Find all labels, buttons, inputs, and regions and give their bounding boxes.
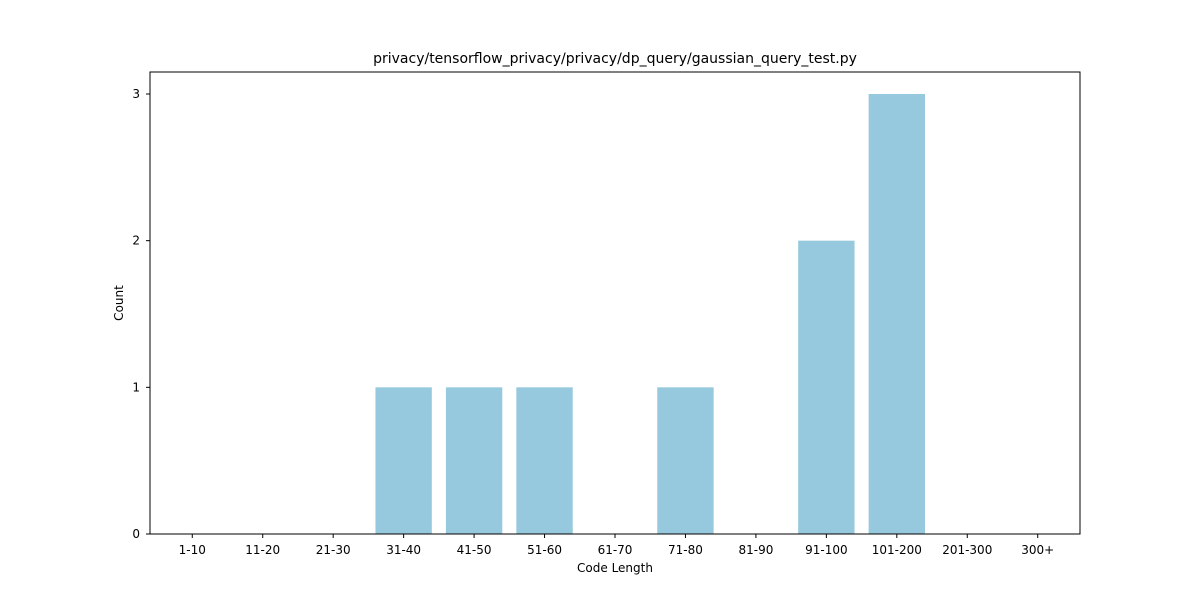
x-tick-label: 11-20	[245, 543, 280, 557]
x-tick-label: 31-40	[386, 543, 421, 557]
x-tick-label: 51-60	[527, 543, 562, 557]
x-tick-label: 41-50	[457, 543, 492, 557]
y-tick-label: 0	[132, 527, 140, 541]
x-tick-label: 101-200	[872, 543, 922, 557]
chart-title: privacy/tensorflow_privacy/privacy/dp_qu…	[373, 51, 857, 67]
y-tick-label: 1	[132, 380, 140, 394]
bar-41-50	[445, 387, 503, 534]
x-tick-label: 201-300	[942, 543, 992, 557]
x-axis-label: Code Length	[577, 561, 653, 575]
y-tick-label: 2	[132, 234, 140, 248]
bars-group	[375, 94, 925, 534]
bar-51-60	[516, 387, 573, 534]
x-axis-ticks: 1-10 11-20 21-30 31-40 41-50 51-60 61-70 71-80 8…	[179, 534, 1054, 557]
x-tick-label: 21-30	[316, 543, 351, 557]
y-axis-label: Count	[112, 285, 126, 321]
bar-71-80	[657, 387, 714, 534]
bar-91-100	[798, 240, 855, 534]
x-tick-label: 61-70	[598, 543, 633, 557]
x-tick-label: 300+	[1021, 543, 1054, 557]
x-tick-label: 91-100	[805, 543, 848, 557]
bar-31-40	[375, 387, 432, 534]
x-tick-label: 71-80	[668, 543, 703, 557]
x-tick-label: 81-90	[738, 543, 773, 557]
y-axis-ticks: 0 1 2 3	[132, 87, 150, 541]
bar-101-200	[868, 94, 925, 534]
y-tick-label: 3	[132, 87, 140, 101]
x-tick-label: 1-10	[179, 543, 206, 557]
plot-frame	[149, 71, 1081, 535]
